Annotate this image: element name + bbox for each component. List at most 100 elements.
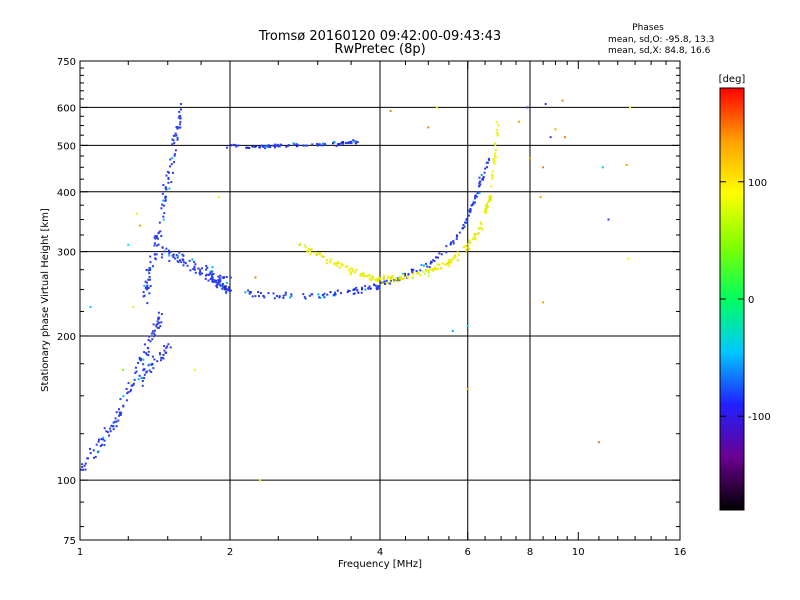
data-point bbox=[322, 255, 325, 258]
data-point bbox=[360, 286, 363, 289]
data-point bbox=[167, 249, 170, 252]
data-point bbox=[258, 295, 260, 298]
data-point bbox=[218, 277, 221, 280]
data-point bbox=[474, 195, 477, 198]
data-point bbox=[387, 277, 390, 279]
data-point bbox=[382, 274, 385, 277]
data-point bbox=[356, 141, 359, 143]
data-point bbox=[109, 427, 112, 430]
data-point bbox=[307, 247, 310, 250]
data-point bbox=[361, 288, 363, 291]
data-point bbox=[165, 247, 168, 250]
data-point bbox=[348, 141, 351, 144]
data-point bbox=[199, 270, 202, 273]
data-point bbox=[166, 170, 169, 173]
data-point bbox=[155, 236, 158, 239]
data-point bbox=[275, 295, 278, 297]
data-point bbox=[311, 293, 314, 296]
data-point bbox=[248, 146, 251, 149]
data-point bbox=[445, 245, 448, 248]
data-point bbox=[295, 145, 298, 148]
data-point bbox=[440, 253, 443, 256]
data-point bbox=[415, 270, 418, 273]
data-point bbox=[456, 251, 459, 254]
data-point bbox=[179, 259, 181, 262]
data-point bbox=[269, 146, 272, 148]
data-point bbox=[228, 290, 231, 292]
data-point bbox=[336, 289, 339, 292]
data-point bbox=[170, 181, 173, 184]
data-point bbox=[97, 450, 100, 453]
data-point bbox=[248, 292, 251, 295]
data-point bbox=[287, 144, 290, 147]
data-point bbox=[430, 260, 433, 263]
data-point bbox=[455, 234, 458, 237]
data-point bbox=[118, 411, 121, 414]
data-point bbox=[149, 340, 152, 343]
data-point bbox=[267, 292, 270, 295]
data-point bbox=[193, 268, 196, 271]
data-point bbox=[251, 295, 254, 298]
data-point bbox=[290, 293, 293, 296]
x-tick-label: 4 bbox=[377, 547, 383, 558]
data-point bbox=[107, 431, 109, 434]
data-point bbox=[201, 272, 203, 275]
data-point bbox=[160, 359, 162, 362]
data-point bbox=[169, 346, 172, 349]
data-point bbox=[100, 443, 103, 446]
data-point bbox=[487, 205, 489, 208]
data-point bbox=[216, 283, 219, 286]
data-point bbox=[157, 318, 160, 321]
data-point bbox=[146, 284, 149, 287]
data-point bbox=[469, 208, 472, 211]
data-point bbox=[330, 258, 333, 261]
data-point bbox=[344, 266, 347, 269]
data-point bbox=[154, 258, 157, 261]
data-point bbox=[297, 144, 300, 147]
data-point bbox=[436, 263, 439, 266]
data-point bbox=[377, 278, 380, 281]
colorbar-tick-label: -100 bbox=[748, 412, 771, 423]
data-point bbox=[223, 286, 226, 289]
data-point bbox=[488, 199, 491, 202]
data-point bbox=[168, 254, 171, 257]
x-tick-label: 16 bbox=[674, 547, 687, 558]
data-point bbox=[316, 142, 319, 145]
data-point bbox=[178, 251, 181, 254]
data-point bbox=[162, 357, 165, 360]
data-point bbox=[87, 457, 89, 460]
data-point bbox=[276, 143, 279, 146]
data-point bbox=[478, 227, 481, 230]
data-point bbox=[433, 266, 436, 269]
data-point bbox=[148, 275, 151, 278]
data-point bbox=[437, 256, 439, 259]
data-point bbox=[448, 261, 451, 264]
data-point bbox=[112, 421, 115, 424]
data-point bbox=[164, 199, 167, 202]
data-point bbox=[148, 363, 151, 366]
data-point bbox=[149, 255, 152, 258]
data-point bbox=[151, 362, 154, 365]
data-point bbox=[147, 278, 150, 281]
data-point bbox=[486, 166, 488, 169]
data-point bbox=[402, 273, 405, 276]
data-point bbox=[209, 278, 212, 280]
data-point bbox=[346, 265, 349, 268]
data-point bbox=[166, 345, 169, 348]
data-point bbox=[350, 140, 352, 143]
data-point bbox=[597, 441, 600, 444]
data-point bbox=[155, 253, 158, 256]
data-point bbox=[210, 275, 213, 278]
data-point bbox=[450, 241, 452, 244]
data-point bbox=[336, 143, 339, 145]
grid bbox=[80, 61, 680, 540]
data-point bbox=[284, 291, 287, 294]
data-point bbox=[174, 257, 177, 260]
data-point bbox=[213, 280, 216, 283]
data-point bbox=[411, 271, 414, 274]
data-point bbox=[476, 233, 479, 236]
data-point bbox=[115, 411, 118, 414]
data-point bbox=[145, 286, 148, 289]
data-point bbox=[165, 174, 168, 177]
data-point bbox=[156, 244, 159, 247]
